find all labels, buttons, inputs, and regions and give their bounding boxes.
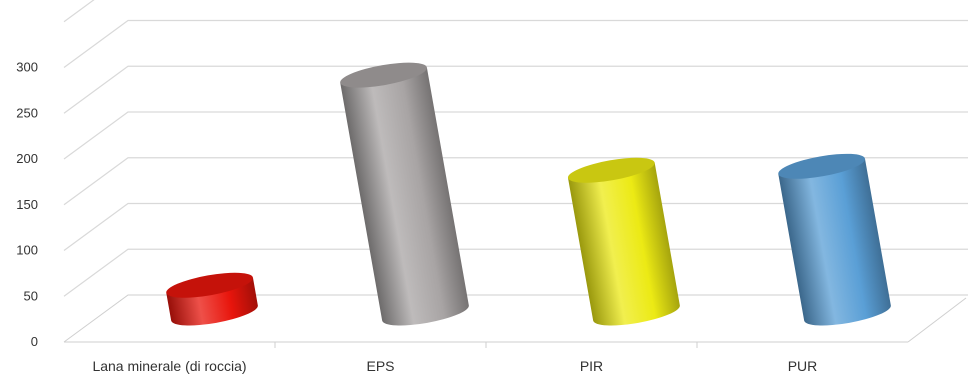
bar: [166, 272, 258, 326]
y-tick-label: 150: [16, 197, 38, 212]
bar-body: [778, 158, 891, 326]
bar-top: [778, 153, 865, 179]
gridline: [63, 248, 968, 297]
gridline: [63, 0, 95, 23]
y-tick-label: 250: [16, 105, 38, 120]
gridline: [63, 202, 968, 251]
x-tick-label: Lana minerale (di roccia): [92, 358, 246, 374]
bars: [166, 62, 891, 326]
bar: [567, 157, 680, 326]
gridline: [63, 19, 968, 68]
y-tick-label: 100: [16, 243, 38, 258]
x-tick-labels: Lana minerale (di roccia) EPS PIR PUR: [92, 358, 817, 374]
y-tick-label: 0: [31, 334, 38, 349]
floor-edge: [907, 297, 967, 343]
bar-body: [340, 67, 469, 326]
bar-top: [166, 272, 253, 298]
gridlines: [63, 0, 968, 343]
y-tick-label: 50: [24, 288, 38, 303]
y-tick-labels: 0 50 100 150 200 250 300: [16, 60, 38, 350]
gridline: [63, 157, 968, 206]
gridline: [63, 294, 968, 343]
bar-top: [340, 62, 427, 88]
bar: [340, 62, 469, 326]
bar-body: [568, 162, 680, 326]
x-axis: [64, 297, 967, 348]
gridline: [63, 65, 968, 114]
y-tick-label: 200: [16, 151, 38, 166]
bar-top: [567, 157, 655, 183]
y-tick-label: 300: [16, 60, 38, 75]
x-tick-label: PIR: [580, 358, 603, 374]
gridline: [63, 111, 968, 160]
x-tick-label: EPS: [366, 358, 394, 374]
x-tick-label: PUR: [788, 358, 818, 374]
bar: [778, 153, 891, 326]
